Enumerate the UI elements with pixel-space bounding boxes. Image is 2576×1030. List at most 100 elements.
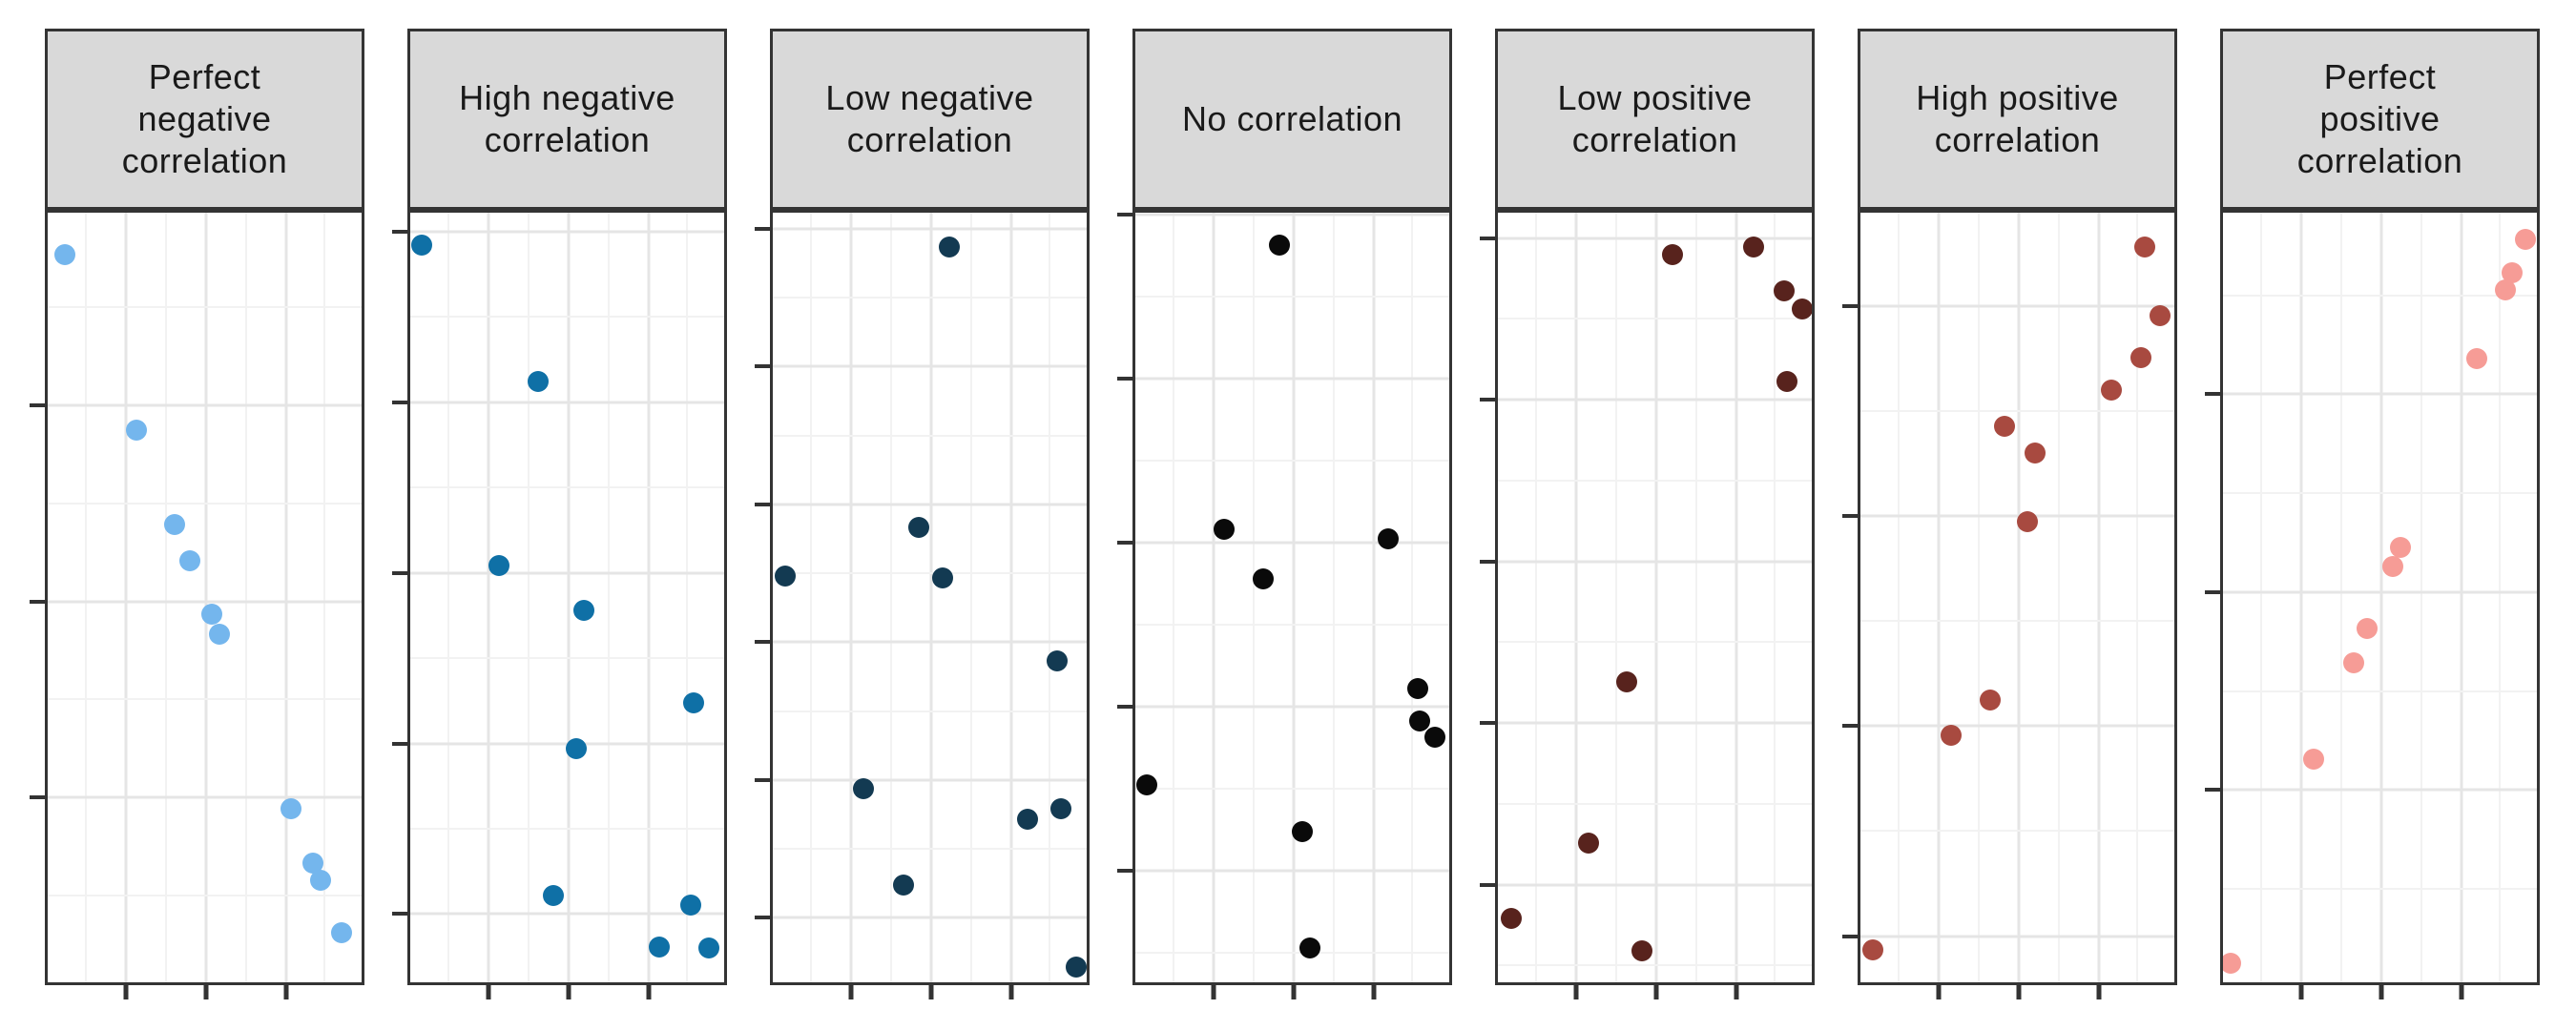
gridline-vertical-major	[124, 213, 128, 982]
gridline-vertical-minor	[608, 213, 611, 982]
data-point	[566, 737, 588, 759]
gridline-horizontal-minor	[48, 698, 362, 701]
data-point	[775, 565, 797, 587]
x-axis-tick	[928, 985, 934, 999]
gridline-horizontal-minor	[410, 657, 724, 660]
gridline-horizontal-minor	[1135, 951, 1449, 954]
x-axis-tick	[848, 985, 854, 999]
data-point	[1377, 528, 1399, 550]
gridline-horizontal-major	[1498, 883, 1812, 886]
data-point	[1862, 939, 1884, 961]
plot-area	[755, 210, 1090, 999]
gridline-horizontal-major	[1135, 213, 1449, 216]
x-axis-tick	[1573, 985, 1579, 999]
data-point	[2389, 537, 2411, 559]
y-axis-tick	[2205, 589, 2220, 594]
data-point	[209, 624, 231, 646]
x-axis-tick	[486, 985, 491, 999]
y-axis-tick	[392, 570, 407, 575]
x-axis-tick	[283, 985, 289, 999]
plot-clip-region	[410, 213, 724, 982]
data-point	[2150, 305, 2171, 327]
gridline-horizontal-minor	[773, 572, 1087, 575]
x-axis-tick	[2379, 985, 2384, 999]
x-axis-tick	[1371, 985, 1377, 999]
gridline-vertical-minor	[1173, 213, 1175, 982]
gridline-horizontal-major	[48, 600, 362, 604]
data-point	[853, 777, 875, 799]
x-axis-tick	[2016, 985, 2022, 999]
data-point	[543, 884, 565, 906]
gridline-vertical-minor	[1535, 213, 1538, 982]
data-point	[1979, 689, 2001, 711]
gridline-horizontal-major	[1860, 935, 2174, 938]
plot-clip-region	[773, 213, 1087, 982]
gridline-vertical-minor	[447, 213, 450, 982]
facet-panel-no-correlation: No correlation	[1117, 29, 1452, 999]
data-point	[2303, 748, 2325, 770]
gridline-horizontal-major	[1498, 237, 1812, 240]
gridline-horizontal-major	[773, 364, 1087, 368]
data-point	[1578, 832, 1600, 854]
gridline-horizontal-major	[773, 778, 1087, 782]
gridline-horizontal-minor	[1135, 296, 1449, 299]
gridline-horizontal-major	[1135, 869, 1449, 873]
gridline-vertical-major	[929, 213, 933, 982]
gridline-horizontal-minor	[1498, 318, 1812, 320]
data-point	[680, 895, 702, 917]
gridline-horizontal-major	[410, 230, 724, 234]
gridline-vertical-minor	[970, 213, 973, 982]
gridline-horizontal-major	[1135, 377, 1449, 381]
data-point	[931, 566, 953, 588]
gridline-vertical-major	[2460, 213, 2463, 982]
gridline-horizontal-major	[2223, 590, 2537, 594]
x-axis-tick	[1291, 985, 1297, 999]
y-axis-tick	[392, 912, 407, 917]
gridline-vertical-minor	[1774, 213, 1776, 982]
data-point	[1017, 808, 1039, 830]
gridline-horizontal-minor	[1860, 409, 2174, 412]
gridline-horizontal-minor	[2223, 492, 2537, 495]
gridline-vertical-minor	[2340, 213, 2343, 982]
y-axis-tick	[1480, 721, 1495, 726]
gridline-horizontal-minor	[1135, 460, 1449, 463]
gridline-horizontal-major	[1498, 560, 1812, 564]
data-point	[1631, 939, 1653, 961]
x-axis-tick	[123, 985, 129, 999]
gridline-vertical-minor	[165, 213, 168, 982]
data-point	[1407, 677, 1429, 699]
gridline-horizontal-minor	[2223, 294, 2537, 297]
data-point	[2130, 346, 2152, 368]
data-point	[2223, 952, 2242, 974]
gridline-horizontal-major	[773, 503, 1087, 506]
data-point	[1501, 908, 1523, 930]
gridline-vertical-minor	[2420, 213, 2423, 982]
gridline-vertical-minor	[1615, 213, 1618, 982]
gridline-horizontal-minor	[1135, 624, 1449, 627]
data-point	[1268, 234, 1290, 256]
gridline-vertical-minor	[323, 213, 326, 982]
y-axis-tick	[755, 502, 770, 506]
gridline-vertical-major	[1212, 213, 1215, 982]
gridline-horizontal-minor	[1498, 479, 1812, 482]
gridline-horizontal-major	[773, 227, 1087, 231]
gridline-vertical-minor	[1898, 213, 1901, 982]
facet-panel-high-negative-correlation: High negative correlation	[392, 29, 727, 999]
gridline-horizontal-major	[773, 916, 1087, 919]
data-point	[330, 921, 352, 943]
plot-clip-region	[48, 213, 362, 982]
y-axis-tick	[755, 916, 770, 920]
y-axis-tick	[1842, 934, 1858, 938]
gridline-vertical-major	[647, 213, 651, 982]
plot-clip-region	[1135, 213, 1449, 982]
plot-area	[1117, 210, 1452, 999]
gridline-vertical-minor	[1253, 213, 1256, 982]
x-axis-tick	[1936, 985, 1942, 999]
y-axis-tick	[1842, 303, 1858, 308]
gridline-vertical-minor	[1411, 213, 1414, 982]
data-point	[1616, 671, 1638, 693]
gridline-horizontal-major	[410, 571, 724, 575]
gridline-vertical-major	[284, 213, 288, 982]
x-axis-tick	[566, 985, 571, 999]
